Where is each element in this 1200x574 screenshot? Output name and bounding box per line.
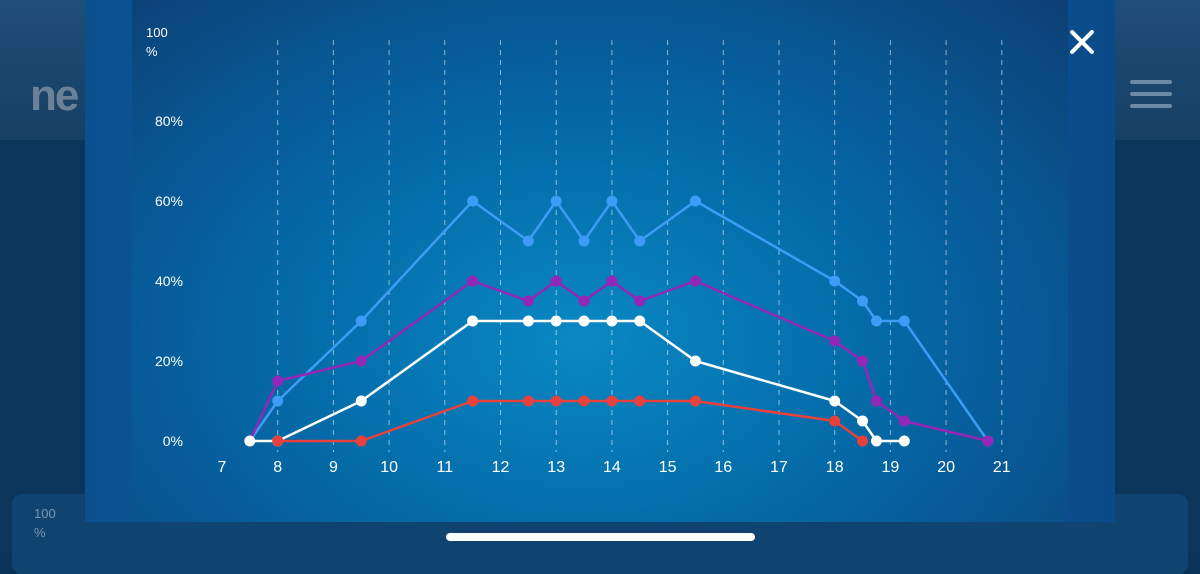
series-1-point-7 xyxy=(606,275,618,287)
series-1-point-10 xyxy=(829,335,841,347)
series-2-point-2 xyxy=(355,395,367,407)
x-tick-label-11: 11 xyxy=(436,459,453,476)
background-card-unit-top: 100 xyxy=(34,506,56,521)
series-0-point-4 xyxy=(522,235,534,247)
series-1-point-14 xyxy=(982,435,994,447)
x-tick-label-18: 18 xyxy=(826,459,844,476)
series-1-point-1 xyxy=(272,375,284,387)
series-3-point-10 xyxy=(857,435,869,447)
series-2-point-10 xyxy=(829,395,841,407)
series-0-point-12 xyxy=(870,315,882,327)
y-tick-label-20: 20% xyxy=(155,353,183,369)
close-icon[interactable] xyxy=(1064,24,1100,60)
series-1-point-11 xyxy=(857,355,869,367)
series-1-point-3 xyxy=(467,275,479,287)
series-3-point-5 xyxy=(578,395,590,407)
series-2-point-7 xyxy=(606,315,618,327)
series-2-point-3 xyxy=(467,315,479,327)
x-tick-label-10: 10 xyxy=(380,459,398,476)
y-unit-label-bottom: % xyxy=(146,44,158,59)
series-2-point-12 xyxy=(870,435,882,447)
series-3-point-6 xyxy=(606,395,618,407)
series-3-point-9 xyxy=(829,415,841,427)
series-1-point-2 xyxy=(355,355,367,367)
y-tick-label-60: 60% xyxy=(155,193,183,209)
x-tick-label-16: 16 xyxy=(714,459,732,476)
series-0-point-2 xyxy=(355,315,367,327)
series-0-point-7 xyxy=(606,195,618,207)
line-chart: 100% 0% 20% 40% 60% 80% 7 8 9 10 11 12 13 14 15 16 17 18 1… xyxy=(146,25,1011,476)
x-tick-label-21: 21 xyxy=(993,459,1011,476)
series-3-point-7 xyxy=(634,395,646,407)
series-2-point-9 xyxy=(689,355,701,367)
series-2-point-4 xyxy=(522,315,534,327)
series-3-point-3 xyxy=(522,395,534,407)
series-0-point-5 xyxy=(550,195,562,207)
series-line-3 xyxy=(277,399,864,443)
series-0-point-6 xyxy=(578,235,590,247)
series-line-2 xyxy=(249,319,905,443)
series-1-point-6 xyxy=(578,295,590,307)
series-3-point-4 xyxy=(550,395,562,407)
series-1-point-8 xyxy=(634,295,646,307)
x-tick-label-20: 20 xyxy=(937,459,955,476)
hamburger-menu-icon[interactable] xyxy=(1130,80,1172,110)
series-2-point-6 xyxy=(578,315,590,327)
x-tick-label-17: 17 xyxy=(770,459,788,476)
y-tick-label-80: 80% xyxy=(155,113,183,129)
series-2-point-11 xyxy=(857,415,869,427)
series-0-point-3 xyxy=(467,195,479,207)
series-1-point-5 xyxy=(550,275,562,287)
background-card-unit-bottom: % xyxy=(34,525,46,540)
background-logo: ne xyxy=(30,71,79,120)
series-1-point-12 xyxy=(870,395,882,407)
series-1-point-4 xyxy=(522,295,534,307)
series-2-point-13 xyxy=(898,435,910,447)
series-2-point-5 xyxy=(550,315,562,327)
x-tick-label-13: 13 xyxy=(547,459,565,476)
series-3-point-2 xyxy=(467,395,479,407)
series-0-point-8 xyxy=(634,235,646,247)
y-tick-label-40: 40% xyxy=(155,273,183,289)
series-0-point-10 xyxy=(829,275,841,287)
series-1-point-9 xyxy=(689,275,701,287)
x-tick-label-15: 15 xyxy=(659,459,677,476)
series-0-point-11 xyxy=(857,295,869,307)
x-tick-label-19: 19 xyxy=(882,459,900,476)
x-tick-label-7: 7 xyxy=(218,459,227,476)
series-3-point-0 xyxy=(272,435,284,447)
series-1-point-13 xyxy=(898,415,910,427)
series-2-point-0 xyxy=(244,435,256,447)
x-tick-label-8: 8 xyxy=(273,459,282,476)
series-2-point-8 xyxy=(634,315,646,327)
series-0-point-13 xyxy=(898,315,910,327)
y-tick-label-0: 0% xyxy=(163,433,183,449)
background-card-unit-label: 100 % xyxy=(34,504,56,542)
home-indicator[interactable] xyxy=(446,533,755,541)
series-3-point-8 xyxy=(689,395,701,407)
x-tick-label-12: 12 xyxy=(492,459,510,476)
x-tick-label-9: 9 xyxy=(329,459,338,476)
series-3-point-1 xyxy=(355,435,367,447)
y-unit-label-top: 100 xyxy=(146,25,168,40)
series-0-point-1 xyxy=(272,395,284,407)
x-tick-label-14: 14 xyxy=(603,459,621,476)
series-0-point-9 xyxy=(689,195,701,207)
